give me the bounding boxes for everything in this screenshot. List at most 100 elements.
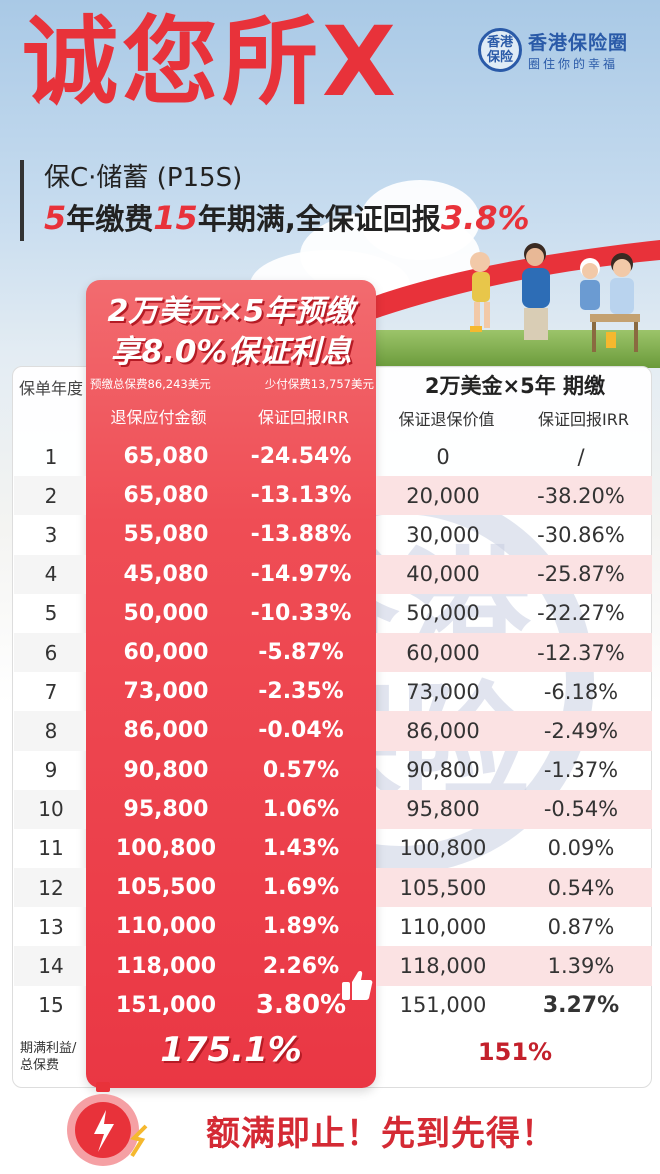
- cell-prepay-irr: -10.33%: [250, 600, 352, 626]
- summary-installment: 151%: [477, 1038, 553, 1066]
- cell-surrender-value: 73,000: [406, 679, 480, 704]
- cell-surrender-amount: 65,080: [123, 444, 209, 470]
- cell-surrender-value: 105,500: [399, 875, 487, 900]
- cell-prepay-irr: -2.35%: [258, 679, 344, 705]
- red-swoosh: [280, 240, 660, 350]
- cell-surrender-value: 20,000: [406, 483, 480, 508]
- cell-surrender-amount: 65,080: [123, 483, 209, 509]
- promo-total-premium: 预缴总保费86,243美元: [90, 377, 211, 391]
- cell-year: 15: [38, 993, 64, 1018]
- cell-surrender-value: 95,800: [406, 797, 480, 822]
- row-band-right: [376, 632, 652, 673]
- cell-year: 5: [44, 601, 58, 626]
- table-row: 7 73,000 -2.35% 73,000 -6.18%: [14, 672, 652, 711]
- table-row: 2 65,080 -13.13% 20,000 -38.20%: [14, 476, 652, 516]
- prepay-panel: 2万美元×5年预缴 享8.0%保证利息 预缴总保费86,243美元 少付保费13…: [86, 280, 376, 1088]
- cell-installment-irr: -0.54%: [543, 797, 619, 822]
- cell-surrender-value: 60,000: [406, 640, 480, 665]
- footer-banner: [180, 1100, 650, 1160]
- table-row: 3 55,080 -13.88% 30,000 -30.86%: [14, 515, 652, 554]
- col-header-right-irr: 保证回报IRR: [538, 410, 629, 429]
- cell-installment-irr: -1.37%: [543, 758, 619, 783]
- cell-prepay-irr: -5.87%: [258, 640, 344, 666]
- cell-surrender-amount: 45,080: [123, 561, 209, 587]
- cell-surrender-amount: 55,080: [123, 522, 209, 548]
- summary-prepay: 175.1%: [160, 1030, 302, 1070]
- cell-year: 2: [44, 483, 58, 508]
- row-band-left: [14, 476, 86, 516]
- cell-surrender-value: 86,000: [406, 718, 480, 743]
- row-band-left: [14, 554, 86, 594]
- footer-slogan: 额满即止！先到先得！: [206, 1114, 556, 1154]
- row-band-right: [376, 476, 652, 516]
- table-row: 1 65,080 -24.54% 0 /: [14, 437, 652, 476]
- cloud: [360, 180, 480, 260]
- cell-surrender-value: 0: [436, 444, 450, 469]
- installment-column-headers: 保证退保价值 保证回报IRR: [378, 406, 652, 430]
- cell-year: 7: [44, 679, 58, 704]
- thumbs-up-icon: [342, 971, 373, 1000]
- cell-installment-irr: 0.09%: [547, 836, 615, 861]
- summary-label: 期满利益/总保费: [20, 1041, 77, 1073]
- product-name: 保C·储蓄 (P15S): [44, 163, 243, 193]
- cell-installment-irr: -38.20%: [537, 483, 625, 508]
- table-body: 1 65,080 -24.54% 0 / 2 65,080 -13.13% 20,000 -38.…: [14, 437, 652, 1025]
- stopwatch-icon: [67, 1082, 148, 1166]
- cell-surrender-amount: 118,000: [115, 953, 217, 979]
- cell-installment-irr: 3.27%: [542, 992, 620, 1018]
- installment-plan-title: 2万美金×5年 期缴: [424, 374, 606, 398]
- table-row: 12 105,500 1.69% 105,500 0.54%: [14, 868, 652, 908]
- col-header-amount: 退保应付金额: [110, 408, 207, 427]
- cell-prepay-irr: 1.69%: [262, 875, 340, 901]
- cell-year: 12: [38, 875, 64, 900]
- cell-surrender-amount: 105,500: [115, 875, 217, 901]
- cell-year: 1: [44, 444, 58, 469]
- cell-prepay-irr: 1.43%: [262, 835, 340, 861]
- cell-year: 11: [38, 836, 64, 861]
- prepay-column-headers: 退保应付金额 保证回报IRR: [86, 404, 376, 428]
- cell-prepay-irr: 1.06%: [262, 796, 340, 822]
- cell-installment-irr: -6.18%: [543, 679, 619, 704]
- cell-prepay-irr: 3.80%: [255, 990, 347, 1021]
- col-header-value: 保证退保价值: [398, 410, 495, 429]
- cell-installment-irr: 0.54%: [547, 875, 615, 900]
- cell-year: 3: [44, 522, 58, 547]
- cell-installment-irr: -30.86%: [537, 522, 625, 547]
- cell-prepay-irr: 1.89%: [262, 914, 340, 940]
- cell-year: 9: [44, 758, 58, 783]
- cell-surrender-value: 118,000: [399, 954, 487, 979]
- promo-headline: 2万美元×5年预缴: [107, 294, 355, 329]
- cell-year: 8: [44, 718, 58, 743]
- subtitle-box: 保C·储蓄 (P15S) 5年缴费15年期满,全保证回报3.8%: [20, 160, 530, 241]
- logo-badge: 香港保险: [478, 28, 522, 72]
- cell-installment-irr: 0.87%: [547, 914, 615, 939]
- tagline: 5年缴费15年期满,全保证回报3.8%: [44, 199, 530, 237]
- table-row: 10 95,800 1.06% 95,800 -0.54%: [14, 789, 652, 829]
- row-band-left: [14, 868, 86, 908]
- cell-surrender-amount: 60,000: [123, 640, 209, 666]
- cell-surrender-amount: 73,000: [123, 679, 209, 705]
- logo-name: 香港保险圈: [528, 32, 629, 54]
- family-illustration: [470, 243, 640, 352]
- cell-surrender-value: 50,000: [406, 601, 480, 626]
- row-band-left: [14, 946, 86, 986]
- cell-surrender-amount: 110,000: [115, 914, 217, 940]
- cell-surrender-amount: 86,000: [123, 718, 209, 744]
- cell-prepay-irr: -13.13%: [250, 483, 352, 509]
- brand-logo: 香港保险 香港保险圈 圈住你的幸福: [478, 28, 648, 72]
- table-row: 15 151,000 3.80% 151,000 3.27%: [14, 986, 652, 1025]
- cell-surrender-amount: 95,800: [123, 796, 209, 822]
- cell-installment-irr: 1.39%: [547, 954, 615, 979]
- row-band-right: [376, 711, 652, 751]
- row-band-left: [14, 632, 86, 673]
- cell-surrender-value: 30,000: [406, 522, 480, 547]
- promo-rate: 享8.0%保证利息: [110, 334, 352, 370]
- cell-surrender-value: 100,800: [399, 836, 487, 861]
- promo-subtext: 预缴总保费86,243美元 少付保费13,757美元: [90, 376, 374, 392]
- table-row: 8 86,000 -0.04% 86,000 -2.49%: [14, 711, 652, 751]
- cell-prepay-irr: -0.04%: [258, 718, 344, 744]
- table-row: 6 60,000 -5.87% 60,000 -12.37%: [14, 632, 652, 673]
- cell-year: 14: [38, 954, 64, 979]
- cell-year: 10: [38, 797, 64, 822]
